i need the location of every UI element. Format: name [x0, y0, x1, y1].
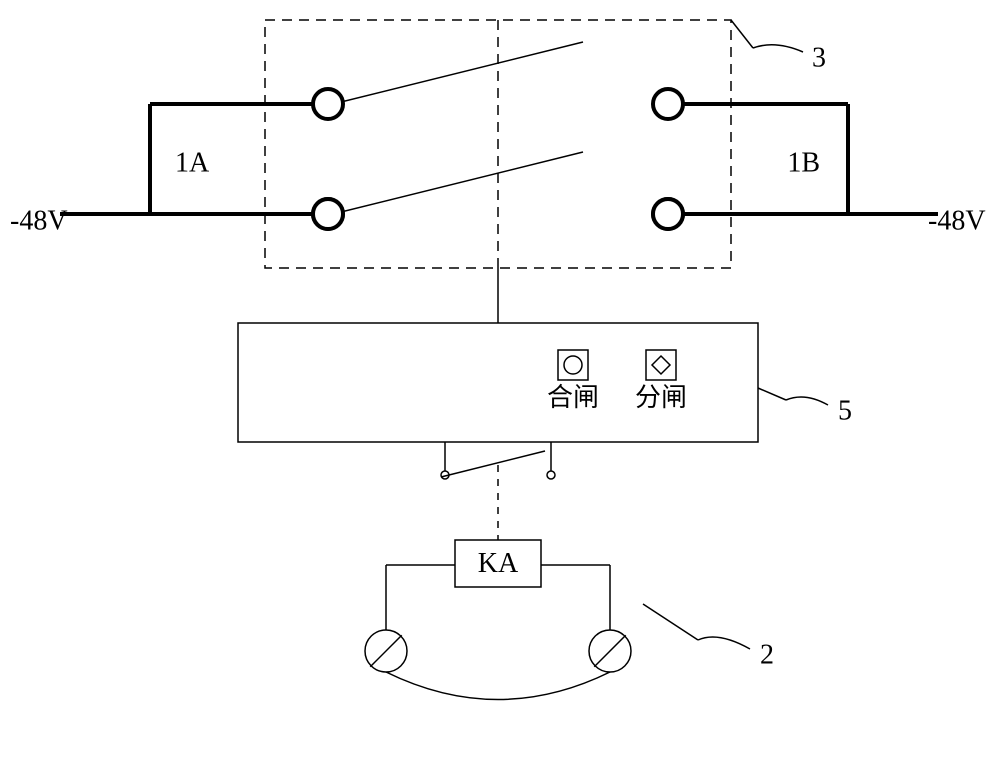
- close-button-frame: [558, 350, 588, 380]
- label-1B: 1B: [787, 147, 820, 178]
- switch-arm-bottom: [333, 152, 583, 214]
- probe-arc: [386, 672, 610, 700]
- terminal-tl: [313, 89, 343, 119]
- callout-5: 5: [838, 395, 852, 426]
- callout-3: 3: [812, 42, 826, 73]
- aux-contact-arm: [441, 451, 545, 477]
- close-button-label: 合闸: [547, 383, 599, 412]
- terminal-tr: [653, 89, 683, 119]
- open-button-icon: [652, 356, 670, 374]
- label-left-48v: -48V: [10, 205, 68, 236]
- close-button-icon: [564, 356, 582, 374]
- open-button-label: 分闸: [635, 383, 687, 412]
- label-right-48v: -48V: [928, 205, 986, 236]
- callout-2: 2: [760, 639, 774, 670]
- open-button-frame: [646, 350, 676, 380]
- label-1A: 1A: [175, 147, 210, 178]
- switch-arm-top: [333, 42, 583, 104]
- relay-label: KA: [478, 548, 519, 579]
